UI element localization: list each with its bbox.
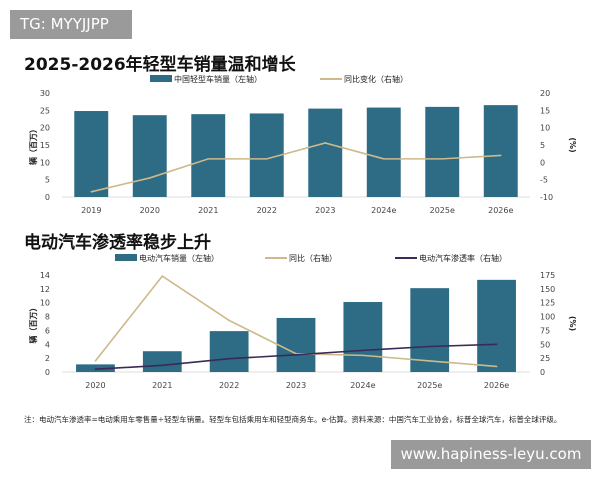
y-tick-label: 15 bbox=[40, 141, 50, 150]
bar bbox=[191, 114, 226, 197]
legend-swatch bbox=[115, 254, 137, 261]
y2-axis-label: (%) bbox=[568, 137, 577, 152]
legend-label: 中国轻型车销量（左轴） bbox=[174, 74, 262, 84]
chart2-title: 电动汽车渗透率稳步上升 bbox=[24, 233, 211, 253]
x-tick-label: 2023 bbox=[315, 206, 335, 215]
line-point bbox=[499, 154, 502, 157]
bar bbox=[410, 288, 450, 372]
bar bbox=[142, 351, 182, 372]
line-point bbox=[362, 349, 364, 352]
line-point bbox=[295, 354, 297, 356]
y-tick-label: 12 bbox=[40, 285, 50, 294]
legend-label: 电动汽车渗透率（右轴） bbox=[419, 253, 507, 263]
y2-tick-label: 25 bbox=[540, 354, 550, 363]
legend-swatch bbox=[150, 75, 172, 82]
bar bbox=[74, 111, 109, 197]
line-point bbox=[495, 343, 498, 346]
line-point bbox=[94, 368, 97, 371]
y2-tick-label: 75 bbox=[540, 326, 550, 335]
x-tick-label: 2021 bbox=[152, 381, 172, 390]
y2-tick-label: 150 bbox=[540, 285, 555, 294]
x-tick-label: 2019 bbox=[81, 206, 101, 215]
y2-tick-label: 10 bbox=[540, 124, 550, 133]
y-tick-label: 14 bbox=[40, 271, 50, 280]
y-tick-label: 0 bbox=[45, 368, 50, 377]
y2-tick-label: -10 bbox=[540, 193, 553, 202]
y-tick-label: 30 bbox=[40, 89, 50, 98]
y-tick-label: 4 bbox=[45, 340, 50, 349]
x-tick-label: 2023 bbox=[286, 381, 306, 390]
bar bbox=[308, 108, 343, 197]
bar bbox=[76, 364, 115, 372]
y2-tick-label: 100 bbox=[540, 313, 555, 322]
y-tick-label: 25 bbox=[40, 106, 50, 115]
bar bbox=[477, 279, 516, 372]
x-tick-label: 2020 bbox=[85, 381, 105, 390]
line-point bbox=[90, 191, 93, 193]
y2-tick-label: -5 bbox=[540, 176, 548, 185]
bar bbox=[425, 106, 460, 197]
line-point bbox=[362, 354, 364, 357]
x-tick-label: 2022 bbox=[219, 381, 239, 390]
watermark-tag: TG: MYYJJPP bbox=[10, 10, 132, 39]
y-tick-label: 5 bbox=[45, 176, 50, 185]
y2-tick-label: 5 bbox=[540, 141, 545, 150]
x-tick-label: 2025e bbox=[417, 381, 442, 390]
line-point bbox=[265, 158, 268, 160]
bar bbox=[343, 302, 383, 372]
y-axis-label: 辆（百万） bbox=[28, 304, 38, 344]
y2-tick-label: 0 bbox=[540, 368, 545, 377]
y-tick-label: 10 bbox=[40, 158, 50, 167]
legend-label: 同比（右轴） bbox=[289, 253, 337, 263]
y2-tick-label: 175 bbox=[540, 271, 555, 280]
bar bbox=[276, 317, 316, 372]
line-point bbox=[228, 357, 230, 360]
x-tick-label: 2022 bbox=[257, 206, 277, 215]
x-tick-label: 2020 bbox=[140, 206, 160, 215]
footnote: 注：电动汽车渗透率=电动乘用车零售量÷轻型车销量。轻型车包括乘用车和轻型商务车。… bbox=[24, 415, 562, 424]
x-tick-label: 2024e bbox=[371, 206, 396, 215]
line-point bbox=[148, 177, 151, 179]
chart1-title: 2025-2026年轻型车销量温和增长 bbox=[24, 55, 296, 75]
x-tick-label: 2026e bbox=[484, 381, 509, 390]
y-tick-label: 10 bbox=[40, 299, 50, 308]
legend-label: 同比变化（右轴） bbox=[344, 74, 408, 84]
y-tick-label: 0 bbox=[45, 193, 50, 202]
bar bbox=[209, 331, 249, 372]
bar bbox=[483, 105, 518, 197]
legend-label: 电动汽车销量（左轴） bbox=[139, 253, 219, 263]
y2-tick-label: 15 bbox=[540, 106, 550, 115]
bar bbox=[132, 115, 167, 197]
line-point bbox=[161, 364, 164, 367]
line-point bbox=[324, 142, 327, 144]
line-point bbox=[94, 360, 97, 362]
y2-axis-label: (%) bbox=[568, 316, 577, 331]
y-tick-label: 6 bbox=[45, 326, 50, 335]
line-point bbox=[161, 275, 164, 277]
line-point bbox=[382, 158, 385, 160]
y2-tick-label: 125 bbox=[540, 299, 555, 308]
line-point bbox=[441, 158, 444, 160]
site-banner: www.hapiness-leyu.com bbox=[391, 440, 591, 469]
bar bbox=[366, 107, 401, 197]
x-tick-label: 2026e bbox=[488, 206, 513, 215]
y2-tick-label: 50 bbox=[540, 340, 550, 349]
y-tick-label: 8 bbox=[45, 313, 50, 322]
line-point bbox=[428, 345, 431, 348]
line-point bbox=[495, 365, 498, 368]
x-tick-label: 2024e bbox=[350, 381, 375, 390]
line-point bbox=[228, 319, 230, 322]
y-tick-label: 2 bbox=[45, 354, 50, 363]
y-axis-label: 辆（百万） bbox=[28, 125, 38, 165]
x-tick-label: 2021 bbox=[198, 206, 218, 215]
y2-tick-label: 0 bbox=[540, 158, 545, 167]
series-line bbox=[91, 142, 501, 193]
x-tick-label: 2025e bbox=[430, 206, 455, 215]
line-point bbox=[207, 158, 210, 160]
y-tick-label: 20 bbox=[40, 124, 50, 133]
y2-tick-label: 20 bbox=[540, 89, 550, 98]
line-point bbox=[428, 360, 431, 362]
